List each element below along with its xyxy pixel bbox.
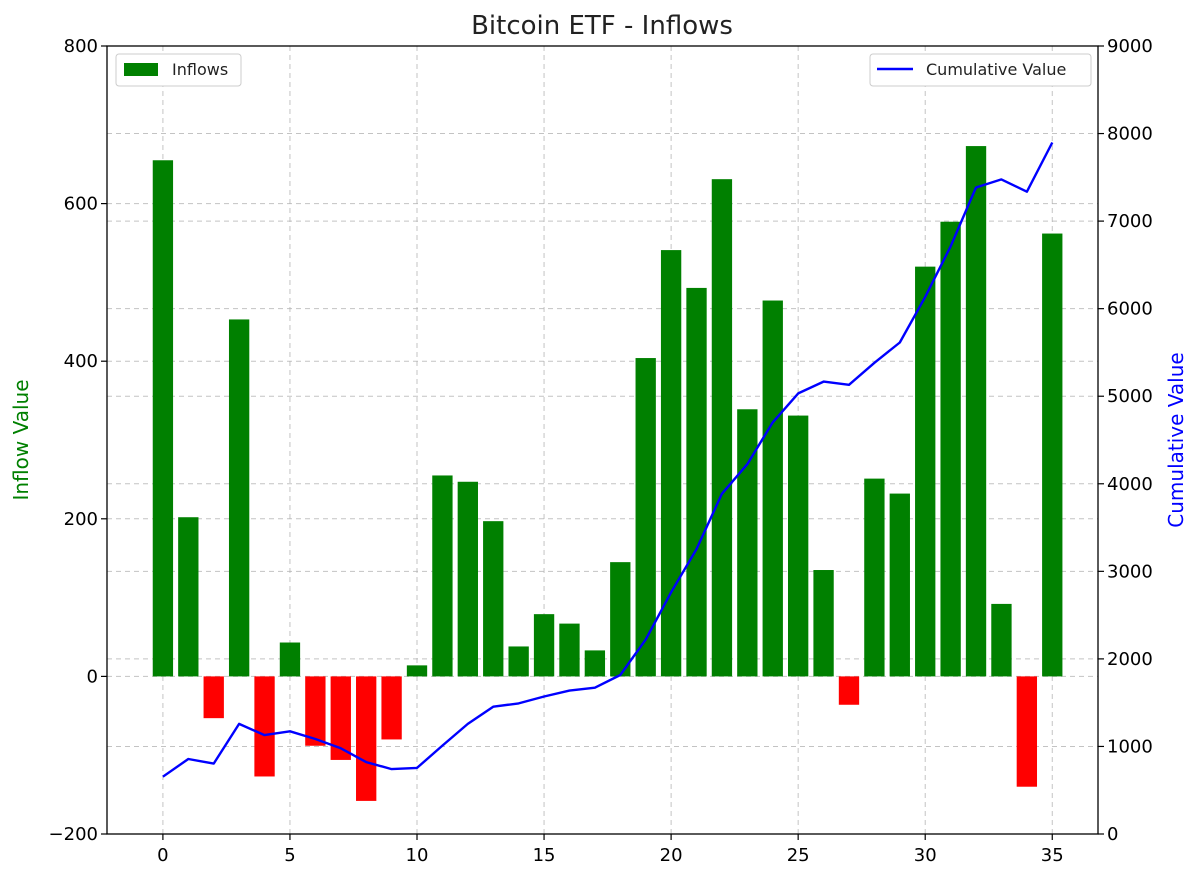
inflow-bar	[178, 517, 199, 677]
inflow-bar	[1016, 676, 1038, 787]
inflow-bar	[203, 676, 224, 719]
x-tick-label: 15	[533, 845, 556, 866]
inflow-bar	[915, 266, 936, 677]
inflow-bar	[889, 493, 910, 677]
y-tick-label: 800	[64, 36, 98, 57]
inflow-bar	[508, 646, 529, 677]
y2-tick-label: 0	[1107, 824, 1118, 845]
y-tick-label: 200	[64, 509, 98, 530]
inflow-bar	[330, 676, 351, 760]
y2-tick-label: 3000	[1107, 561, 1153, 582]
inflow-bar	[483, 521, 504, 677]
cumulative-value-line	[162, 141, 1054, 778]
inflow-bar	[228, 319, 250, 677]
legend-inflows-label: Inflows	[172, 60, 228, 79]
y-tick-label: 0	[87, 666, 98, 687]
inflow-bar	[356, 676, 377, 801]
inflow-bar	[406, 665, 428, 677]
inflow-bar	[457, 481, 478, 677]
legend-inflows: Inflows	[115, 53, 242, 87]
inflow-bar	[787, 415, 809, 677]
x-tick-label: 35	[1041, 845, 1064, 866]
line-layer	[162, 141, 1054, 778]
x-tick-label: 20	[660, 845, 683, 866]
inflow-bar	[533, 614, 555, 677]
inflow-bar	[864, 478, 885, 677]
y2-tick-label: 4000	[1107, 474, 1153, 495]
y2-tick-label: 7000	[1107, 211, 1153, 232]
inflow-bar	[813, 570, 834, 677]
y2-tick-label: 8000	[1107, 124, 1153, 145]
y2-tick-label: 9000	[1107, 36, 1153, 57]
axes-layer: 0 5 10 15 20 25 30 35−2000200400600800010002000…	[49, 36, 1153, 866]
y2-tick-label: 6000	[1107, 299, 1153, 320]
inflow-bar	[559, 623, 580, 677]
inflow-bar	[254, 676, 275, 777]
y-tick-label: 600	[64, 194, 98, 215]
y2-tick-label: 2000	[1107, 649, 1153, 670]
inflow-bar	[635, 358, 656, 677]
inflow-bar	[305, 676, 326, 746]
inflow-bar	[991, 603, 1012, 677]
plot-frame	[106, 45, 1099, 835]
inflow-bar	[381, 676, 402, 740]
inflow-bar	[838, 676, 860, 705]
y2-tick-label: 5000	[1107, 386, 1153, 407]
y-tick-label: −200	[49, 824, 98, 845]
inflow-bar	[152, 160, 174, 677]
x-tick-label: 0	[157, 845, 168, 866]
inflow-bar	[711, 179, 733, 677]
inflow-bar	[660, 250, 682, 677]
inflow-bar	[737, 409, 758, 677]
inflow-bar	[762, 300, 783, 677]
inflow-bar	[610, 562, 631, 677]
inflow-bar	[1042, 233, 1063, 677]
inflow-bar	[965, 146, 987, 677]
y-tick-label: 400	[64, 351, 98, 372]
legend-inflows-swatch	[124, 63, 158, 76]
bars-layer	[152, 146, 1063, 801]
legend-cumulative: Cumulative Value	[869, 53, 1092, 87]
x-tick-label: 25	[787, 845, 810, 866]
legend-cumulative-label: Cumulative Value	[926, 60, 1066, 79]
legend-inflows-box	[115, 53, 242, 87]
y2-tick-label: 1000	[1107, 736, 1153, 757]
x-tick-label: 10	[406, 845, 429, 866]
inflow-bar	[432, 475, 453, 677]
inflow-bar	[279, 642, 301, 677]
inflow-bar	[940, 221, 961, 677]
legend-cumulative-box	[869, 53, 1092, 87]
x-tick-label: 30	[914, 845, 937, 866]
x-tick-label: 5	[284, 845, 295, 866]
chart-title: Bitcoin ETF - Inflows	[471, 11, 733, 41]
y-axis-label-left: Inflow Value	[9, 379, 33, 500]
inflow-bar	[584, 650, 606, 677]
inflow-bar	[686, 287, 707, 677]
y-axis-label-right: Cumulative Value	[1164, 352, 1188, 527]
